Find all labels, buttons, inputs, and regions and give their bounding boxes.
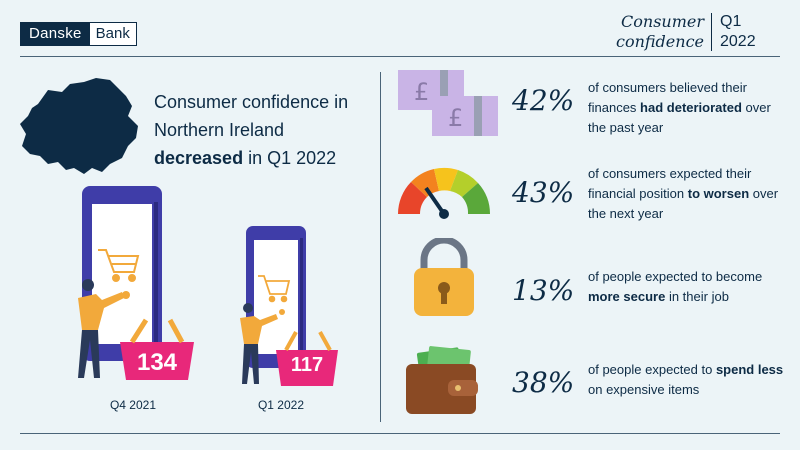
phone-shopping-figure-large [78,186,194,380]
stat-percent-financial-position: 43% [512,176,575,209]
headline-line3: decreased in Q1 2022 [154,144,380,172]
stat-text-pre: of consumers expected their financial po… [588,166,752,201]
headline-line1: Consumer confidence in [154,92,349,112]
stat-text-post: over the next year [588,186,779,221]
header-separator [711,13,712,51]
stat-percent-finances: 42% [512,84,575,117]
basket-value-q1-2022: 117 [290,354,324,376]
stat-text-finances: of consumers believed their finances had… [588,78,788,138]
period-label-q1-2022: Q1 2022 [257,398,305,412]
gauge-icon [398,167,490,219]
basket-value-q4-2021: 134 [136,349,178,376]
phone-screen [92,204,152,344]
headline-rest: in Q1 2022 [243,148,337,168]
stat-text-bold: to worsen [687,186,750,201]
header-title: Consumer confidence [616,12,704,52]
top-divider [20,56,780,57]
wallet-icon [406,346,478,414]
stat-text-job-security: of people expected to become more secure… [588,267,788,307]
stat-text-post: over the past year [588,100,771,135]
stat-percent-spending: 38% [512,366,575,399]
northern-ireland-map-icon [20,78,138,174]
header-period-line1: Q1 [720,13,742,30]
cart-icon [98,249,140,282]
svg-text:£: £ [448,104,463,132]
stat-text-pre: of people expected to become [588,269,763,284]
stat-text-bold: had deteriorated [640,100,742,115]
header-period-line2: 2022 [720,33,756,50]
headline-bold: decreased [154,148,244,168]
stat-text-post: on expensive items [588,382,700,397]
vertical-divider [380,72,381,422]
stat-text-pre: of consumers believed their finances [588,80,747,115]
stat-text-financial-position: of consumers expected their financial po… [588,164,788,224]
headline-line2: Northern Ireland [154,120,285,140]
stat-text-post: in their job [665,289,729,304]
phone-shopping-figure-small [240,226,338,386]
stat-percent-job-security: 13% [512,274,575,307]
pound-notes-icon: £ £ [398,70,498,136]
bottom-divider [20,433,780,434]
header-title-line1: Consumer [621,12,704,31]
stat-text-pre: of people expected to [588,362,716,377]
headline: Consumer confidence in Northern Ireland … [154,88,380,172]
period-label-q4-2021: Q4 2021 [109,398,157,412]
stat-text-bold: spend less [715,362,784,377]
cart-icon-small [258,275,291,303]
basket-icon [120,342,194,380]
header-title-line2: confidence [615,32,704,51]
stat-text-bold: more secure [588,289,666,304]
danske-bank-logo: Danske Bank [20,22,137,46]
basket-icon-small [276,350,338,386]
logo-left-text: Danske [21,23,90,45]
stat-text-spending: of people expected to spend less on expe… [588,360,788,400]
svg-text:£: £ [414,78,429,106]
logo-right-text: Bank [89,23,136,45]
padlock-icon [414,238,474,316]
header-period: Q1 2022 [720,12,780,52]
